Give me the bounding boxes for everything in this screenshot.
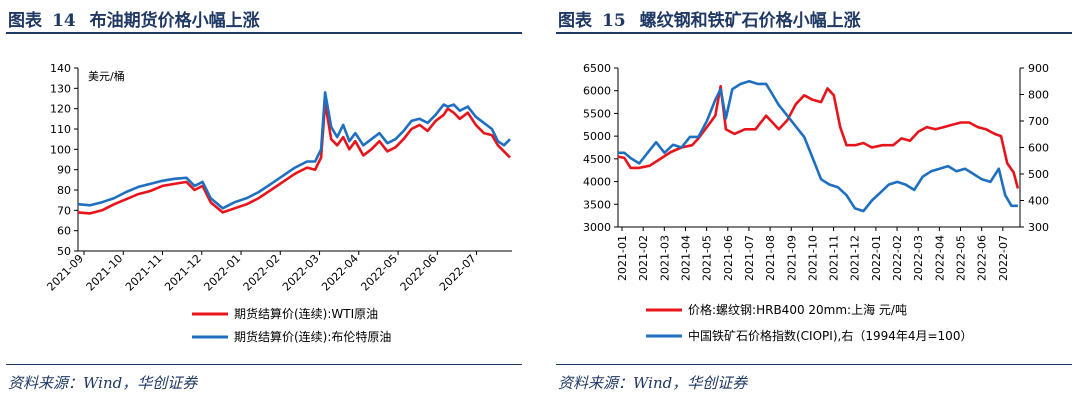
y-tick-label: 100 [50, 143, 71, 156]
x-tick-label: 2021-02 [637, 235, 650, 281]
x-tick-label: 2021-09 [44, 252, 86, 294]
y-tick-label-right: 700 [1028, 115, 1049, 128]
x-tick-label: 2021-09 [785, 235, 798, 281]
y-tick-label: 50 [57, 245, 71, 258]
x-tick-label: 2022-03 [912, 235, 925, 281]
x-tick-label: 2022-04 [933, 235, 946, 281]
figure-prefix: 图表 [8, 11, 42, 31]
y-tick-label-right: 400 [1028, 195, 1049, 208]
x-tick-label: 2022-05 [955, 235, 968, 281]
y-tick-label: 110 [50, 123, 71, 136]
x-tick-label: 2022-07 [997, 235, 1010, 281]
x-tick-label: 2021-11 [828, 235, 841, 281]
y-tick-label-right: 600 [1028, 142, 1049, 155]
legend-label: 价格:螺纹钢:HRB400 20mm:上海 元/吨 [688, 302, 907, 317]
steel-iron-chart: 3000 3500 4000 4500 5000 5500 6000 6500 300 400 50… [583, 62, 1049, 343]
x-tick-label: 2021-07 [743, 235, 756, 281]
y-tick-label: 140 [50, 62, 71, 75]
y-tick-label-left: 4500 [583, 153, 611, 166]
figure-prefix: 图表 [558, 11, 592, 31]
x-tick-label: 2021-03 [658, 235, 671, 281]
figure-title: 图表 14 布油期货价格小幅上涨 [8, 6, 260, 31]
figure-caption: 布油期货价格小幅上涨 [89, 11, 260, 31]
legend-label: 期货结算价(连续):布伦特原油 [234, 329, 391, 344]
source-rule [556, 364, 1072, 365]
x-tick-label: 2022-01 [201, 252, 243, 294]
title-rule [556, 32, 1072, 34]
y-tick-label-left: 4000 [583, 176, 611, 189]
figure-number: 14 [52, 11, 76, 31]
y-tick-label-right: 500 [1028, 168, 1049, 181]
x-tick-label: 2022-03 [280, 252, 322, 294]
x-tick-label: 2022-02 [891, 235, 904, 281]
y-tick-label: 120 [50, 103, 71, 116]
y-tick-label-left: 6500 [583, 62, 611, 75]
title-rule [6, 32, 522, 34]
x-tick-label: 2021-01 [616, 235, 629, 281]
series-line-brent [77, 91, 511, 210]
y-tick-label-right: 900 [1028, 62, 1049, 75]
figure-title: 图表 15 螺纹钢和铁矿石价格小幅上涨 [558, 6, 861, 31]
x-tick-label: 2022-01 [870, 235, 883, 281]
unit-label: 美元/桶 [88, 69, 125, 83]
legend-label: 期货结算价(连续):WTI原油 [234, 306, 378, 321]
source-note: 资料来源：Wind，华创证券 [558, 374, 748, 392]
source-note: 资料来源：Wind，华创证券 [8, 374, 198, 392]
y-tick-label: 70 [57, 204, 71, 217]
x-tick-label: 2022-02 [241, 252, 283, 294]
x-tick-label: 2021-11 [123, 252, 165, 294]
x-tick-label: 2021-08 [764, 235, 777, 281]
y-tick-label-left: 6000 [583, 85, 611, 98]
x-tick-label: 2021-04 [679, 235, 692, 281]
y-tick-label-left: 5000 [583, 130, 611, 143]
series-line-rebar [617, 84, 1020, 189]
figure-number: 15 [602, 11, 626, 31]
x-tick-label: 2022-04 [319, 252, 361, 294]
x-tick-label: 2021-05 [701, 235, 714, 281]
x-tick-label: 2022-06 [976, 235, 989, 281]
chart-panel-steel: 图表 15 螺纹钢和铁矿石价格小幅上涨 3000 3500 4000 4500 5000 55… [550, 0, 1080, 406]
x-tick-label: 2022-05 [358, 252, 400, 294]
series-line-ciopi [618, 79, 1018, 213]
y-tick-label: 60 [57, 225, 71, 238]
source-rule [6, 364, 522, 365]
y-tick-label: 130 [50, 82, 71, 95]
oil-chart: 5060708090100110120130140美元/桶2021-092021… [44, 62, 512, 344]
chart-panel-oil: 图表 14 布油期货价格小幅上涨 50 60 70 80 90 100 110 120 130 140… [0, 0, 530, 406]
y-tick-label-left: 3500 [583, 198, 611, 211]
x-tick-label: 2021-12 [849, 235, 862, 281]
y-tick-label-left: 5500 [583, 107, 611, 120]
y-tick-label: 80 [57, 184, 71, 197]
series-line-wti [77, 101, 511, 215]
x-tick-label: 2022-06 [398, 252, 440, 294]
x-tick-label: 2021-12 [162, 252, 204, 294]
x-tick-label: 2021-10 [806, 235, 819, 281]
figure-caption: 螺纹钢和铁矿石价格小幅上涨 [639, 11, 861, 31]
x-tick-label: 2021-10 [84, 252, 126, 294]
x-tick-label: 2021-06 [722, 235, 735, 281]
x-tick-label: 2022-07 [437, 252, 479, 294]
legend-label: 中国铁矿石价格指数(CIOPI),右（1994年4月=100） [688, 328, 972, 343]
y-tick-label-right: 300 [1028, 221, 1049, 234]
y-tick-label-left: 3000 [583, 221, 611, 234]
y-tick-label-right: 800 [1028, 89, 1049, 102]
y-tick-label: 90 [57, 164, 71, 177]
